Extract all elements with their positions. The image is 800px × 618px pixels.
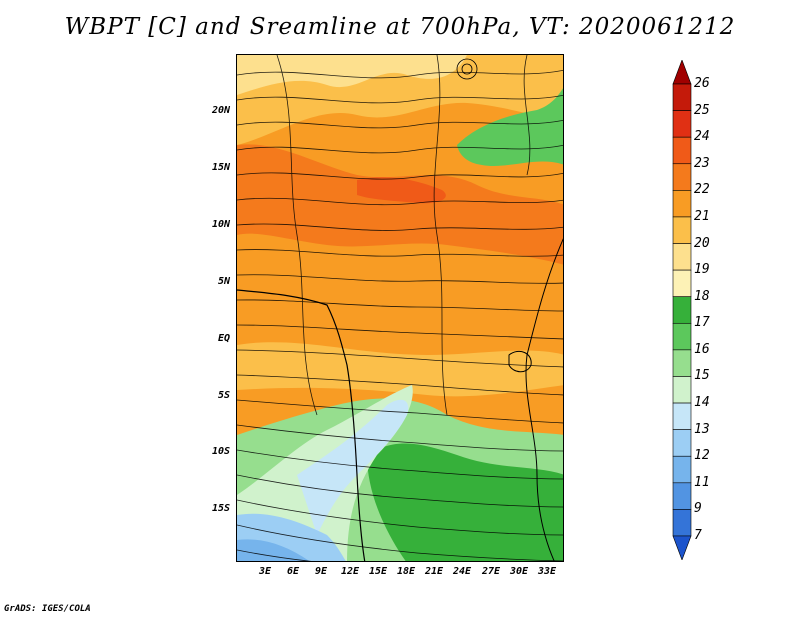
colorbar-tick-label: 19 <box>694 262 710 278</box>
lon-label: 12E <box>340 566 360 577</box>
east-coast <box>525 238 563 561</box>
colorbar-tick-label: 13 <box>694 421 710 437</box>
colorbar-tick-label: 16 <box>694 341 710 357</box>
colorbar-swatch <box>672 269 692 298</box>
colorbar-swatch <box>672 455 692 484</box>
lat-label: 15N <box>211 162 230 173</box>
colorbar-swatch <box>672 376 692 404</box>
colorbar-tick-label: 18 <box>694 288 710 304</box>
lat-label: 5N <box>217 276 230 287</box>
colorbar-swatch <box>672 83 692 111</box>
lon-label: 6E <box>286 566 300 577</box>
field-ne-green <box>457 88 563 166</box>
colorbar-swatch <box>672 482 692 510</box>
cyclonic-center-inner <box>461 63 473 75</box>
colorbar-swatch <box>672 216 692 244</box>
colorbar-tick-label: 20 <box>694 235 710 251</box>
lon-label: 27E <box>481 566 501 577</box>
lat-label: 10S <box>211 446 230 457</box>
grads-credit: GrADS: IGES/COLA <box>4 604 91 614</box>
colorbar-tick-label: 23 <box>694 155 710 171</box>
cyclonic-center <box>456 58 478 80</box>
lon-label: 9E <box>314 566 328 577</box>
colorbar-tick-label: 22 <box>694 182 710 198</box>
chart-title: WBPT [C] and Sreamline at 700hPa, VT: 20… <box>64 14 736 40</box>
lat-label: 5S <box>217 390 230 401</box>
colorbar-swatch <box>672 296 692 324</box>
colorbar-tick-label: 11 <box>694 474 710 490</box>
lon-label: 33E <box>537 566 557 577</box>
coastline <box>237 289 366 561</box>
colorbar-swatch <box>672 163 692 191</box>
colorbar <box>672 60 692 560</box>
colorbar-tick-label: 12 <box>694 448 710 464</box>
lon-label: 18E <box>396 566 416 577</box>
lake-victoria <box>508 350 532 373</box>
field-sw-deep-blue <box>237 539 310 561</box>
lat-label: 10N <box>211 219 230 230</box>
colorbar-tick-label: 14 <box>694 395 710 411</box>
colorbar-tick-label: 7 <box>694 528 702 543</box>
colorbar-swatch <box>672 322 692 351</box>
lat-label: 15S <box>211 503 230 514</box>
colorbar-swatch <box>672 535 692 560</box>
field-sw-cyan <box>297 399 409 535</box>
colorbar-swatch <box>672 110 692 138</box>
streamlines <box>237 55 563 561</box>
lon-label: 30E <box>509 566 529 577</box>
lat-label: 20N <box>211 105 230 116</box>
wbpt-streamline-map <box>236 54 564 562</box>
lon-label: 15E <box>368 566 388 577</box>
colorbar-swatch <box>672 349 692 377</box>
field-north-lightyellow <box>237 55 467 95</box>
colorbar-swatch <box>672 136 692 165</box>
colorbar-tick-label: 15 <box>694 368 710 384</box>
field-hot-core <box>357 177 446 204</box>
colorbar-tick-label: 26 <box>694 76 710 91</box>
lon-label: 24E <box>452 566 472 577</box>
colorbar-swatch <box>672 243 692 271</box>
colorbar-tick-label: 17 <box>694 315 710 331</box>
colorbar-swatch <box>672 429 692 457</box>
lon-label: 21E <box>424 566 444 577</box>
field-central-light <box>237 342 563 397</box>
colorbar-swatch <box>672 190 692 218</box>
colorbar-tick-label: 25 <box>694 102 710 118</box>
colorbar-swatch <box>672 509 692 537</box>
lat-label: EQ <box>217 333 230 344</box>
colorbar-tick-label: 24 <box>694 129 710 145</box>
colorbar-swatch <box>672 402 692 430</box>
colorbar-tick-label: 9 <box>694 501 702 517</box>
colorbar-tick-label: 21 <box>694 208 710 224</box>
lon-label: 3E <box>258 566 272 577</box>
colorbar-swatch <box>672 60 692 85</box>
